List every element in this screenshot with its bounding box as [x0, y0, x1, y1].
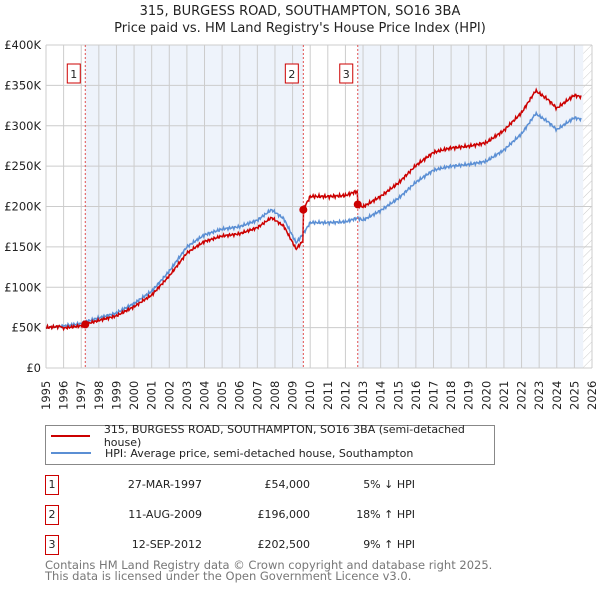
footer-line1: Contains HM Land Registry data © Crown c… — [45, 558, 493, 572]
sale-point-1 — [81, 320, 90, 329]
x-tick-label: 2011 — [321, 381, 335, 410]
x-tick-label: 2026 — [585, 381, 599, 410]
sale-row: 3 12-SEP-2012 £202,500 9% ↑ HPI — [45, 535, 445, 555]
sale-number: 2 — [45, 505, 59, 525]
x-tick-label: 2006 — [233, 381, 247, 410]
x-tick-label: 2005 — [215, 381, 229, 410]
sale-label-box-1 — [66, 63, 81, 84]
x-tick-label: 1995 — [39, 381, 53, 410]
x-tick-label: 2019 — [462, 381, 476, 410]
sale-price: £196,000 — [257, 508, 311, 521]
legend-property: 315, BURGESS ROAD, SOUTHAMPTON, SO16 3BA… — [103, 423, 465, 449]
sale-price: £54,000 — [264, 478, 311, 491]
sale-hpi-diff: 5% ↓ HPI — [363, 478, 415, 491]
x-tick-label: 1998 — [92, 381, 106, 410]
legend: 315, BURGESS ROAD, SOUTHAMPTON, SO16 3BA… — [45, 423, 495, 465]
x-tick-label: 2014 — [374, 381, 388, 410]
chart-title: 315, BURGESS ROAD, SOUTHAMPTON, SO16 3BA — [139, 4, 461, 19]
chart-subtitle: Price paid vs. HM Land Registry's House … — [114, 21, 486, 36]
sale-hpi-diff: 18% ↑ HPI — [356, 508, 415, 521]
sale-date: 11-AUG-2009 — [128, 508, 202, 521]
footer-line2: This data is licensed under the Open Gov… — [45, 569, 412, 583]
hpi-line — [45, 110, 582, 331]
x-tick-label: 1996 — [57, 381, 71, 410]
legend-hpi: HPI: Average price, semi-detached house,… — [105, 446, 414, 460]
y-tick-label: £150K — [4, 240, 41, 254]
sale-date: 27-MAR-1997 — [127, 478, 202, 491]
legend-blue-line — [51, 452, 91, 454]
y-tick-label: £250K — [4, 159, 41, 173]
x-tick-label: 2004 — [198, 381, 212, 410]
price-chart: 1995 1996 1997 1998 1999 2000 2001 2002 2003 2004… — [4, 38, 599, 410]
x-tick-label: 2002 — [162, 381, 176, 410]
sale-point-2 — [299, 205, 308, 214]
sale-row: 1 27-MAR-1997 £54,000 5% ↓ HPI — [45, 475, 445, 495]
y-tick-label: £200K — [4, 200, 41, 214]
sale-hpi-diff: 9% ↑ HPI — [363, 538, 415, 551]
x-tick-label: 1997 — [74, 381, 88, 410]
x-tick-label: 2007 — [250, 381, 264, 410]
x-tick-label: 2023 — [532, 381, 546, 410]
y-tick-label: £300K — [4, 119, 41, 133]
x-tick-label: 2013 — [356, 381, 370, 410]
sale-label-2: 2 — [288, 68, 295, 81]
x-tick-label: 1999 — [109, 381, 123, 410]
x-tick-label: 2015 — [391, 381, 405, 410]
legend-red-line — [51, 435, 90, 437]
x-tick-label: 2012 — [338, 381, 352, 410]
sale-point-3 — [353, 200, 362, 209]
sale-label-1: 1 — [70, 68, 77, 81]
footer: Contains HM Land Registry data © Crown c… — [45, 558, 493, 583]
y-tick-label: £400K — [4, 38, 41, 52]
sale-price: £202,500 — [257, 538, 311, 551]
y-tick-label: £50K — [12, 321, 42, 335]
x-tick-label: 2003 — [180, 381, 194, 410]
x-tick-label: 2008 — [268, 381, 282, 410]
x-tick-label: 2017 — [426, 381, 440, 410]
sale-label-box-3 — [339, 63, 354, 84]
x-tick-label: 2018 — [444, 381, 458, 410]
sale-number: 1 — [45, 475, 59, 495]
y-tick-label: £350K — [4, 78, 41, 92]
y-tick-label: £0 — [26, 361, 41, 375]
sale-date: 12-SEP-2012 — [131, 538, 202, 551]
x-tick-label: 2020 — [479, 381, 493, 410]
x-tick-label: 2001 — [145, 381, 159, 410]
x-tick-label: 2021 — [497, 381, 511, 410]
sale-number: 3 — [45, 535, 59, 555]
sale-label-3: 3 — [343, 68, 350, 81]
property-line — [45, 87, 582, 332]
x-tick-label: 2016 — [409, 381, 423, 410]
y-tick-label: £100K — [4, 280, 41, 294]
x-tick-label: 2010 — [303, 381, 317, 410]
x-tick-label: 2009 — [286, 381, 300, 410]
x-tick-label: 2000 — [127, 381, 141, 410]
sale-row: 2 11-AUG-2009 £196,000 18% ↑ HPI — [45, 505, 445, 525]
x-tick-label: 2024 — [550, 381, 564, 410]
x-tick-label: 2025 — [567, 381, 581, 410]
sale-label-box-2 — [284, 63, 299, 84]
x-tick-label: 2022 — [515, 381, 529, 410]
